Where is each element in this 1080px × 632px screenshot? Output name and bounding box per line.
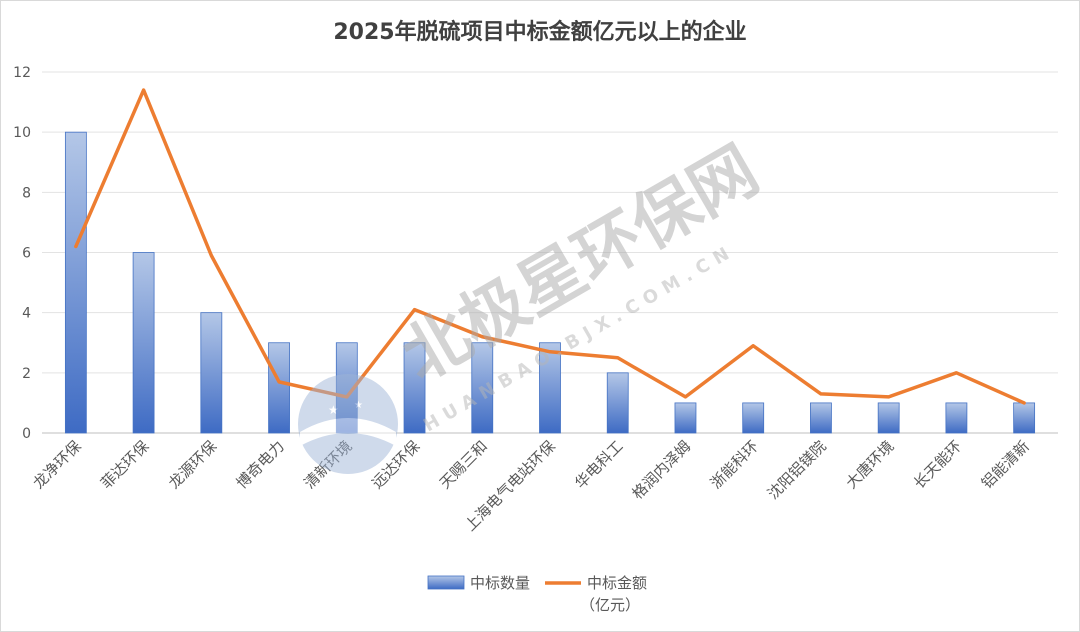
line-point (887, 395, 891, 399)
line-point (548, 350, 552, 354)
legend-swatch-bar (427, 575, 465, 590)
y-tick-label: 12 (13, 65, 31, 81)
x-tick-label: 大唐环境 (842, 437, 897, 492)
x-tick-label: 长天能环 (910, 437, 965, 492)
x-tick-label: 沈阳铝镁院 (764, 437, 830, 503)
bar (877, 402, 900, 434)
bar (945, 402, 968, 434)
bar (132, 252, 155, 434)
bar (674, 402, 697, 434)
svg-text:★: ★ (354, 400, 363, 411)
line-point (142, 88, 146, 92)
chart-title: 2025年脱硫项目中标金额亿元以上的企业 (333, 20, 747, 45)
x-tick-label: 格润内泽姆 (629, 437, 695, 503)
legend-label-line-unit: （亿元） (580, 596, 640, 614)
legend: 中标数量 中标金额 （亿元） (427, 574, 647, 614)
x-tick-label: 龙源环保 (165, 437, 220, 492)
bar (471, 342, 494, 434)
line-point (954, 371, 958, 375)
line-point (480, 335, 484, 339)
line-point (616, 356, 620, 360)
y-tick-label: 10 (13, 125, 31, 141)
x-tick-label: 浙能科环 (707, 437, 762, 492)
y-tick-label: 4 (22, 306, 31, 322)
line-point (74, 244, 78, 248)
y-tick-label: 2 (22, 366, 31, 382)
bar (1013, 402, 1036, 434)
y-tick-label: 0 (22, 426, 31, 442)
bar (742, 402, 765, 434)
x-tick-label: 天赐三和 (436, 437, 491, 492)
watermark: ★ ★ 北极星环保网 HUANBAO.BJX.COM.CN (298, 131, 771, 474)
x-tick-label: 铝能清新 (978, 437, 1033, 492)
x-tick-label: 龙净环保 (30, 437, 85, 492)
line-point (1022, 401, 1026, 405)
legend-label-bar: 中标数量 (470, 574, 530, 592)
line-point (209, 254, 213, 258)
x-tick-label: 华电科工 (571, 437, 626, 492)
line-point (819, 392, 823, 396)
line-point (413, 308, 417, 312)
svg-text:★: ★ (328, 403, 339, 417)
bar (268, 342, 290, 434)
bar (64, 131, 87, 434)
line-point (683, 395, 687, 399)
bar (539, 342, 561, 434)
bar (200, 312, 223, 434)
watermark-logo: ★ ★ (298, 374, 398, 474)
y-tick-label: 8 (22, 185, 31, 201)
bar (403, 342, 426, 434)
line-point (277, 380, 281, 384)
y-tick-label: 6 (22, 246, 31, 262)
line-point (751, 344, 755, 348)
bar (810, 402, 832, 434)
x-tick-label: 菲达环保 (97, 437, 152, 492)
bar (606, 372, 629, 434)
legend-label-line: 中标金额 (587, 574, 647, 592)
x-tick-label: 博奇电力 (233, 437, 288, 492)
